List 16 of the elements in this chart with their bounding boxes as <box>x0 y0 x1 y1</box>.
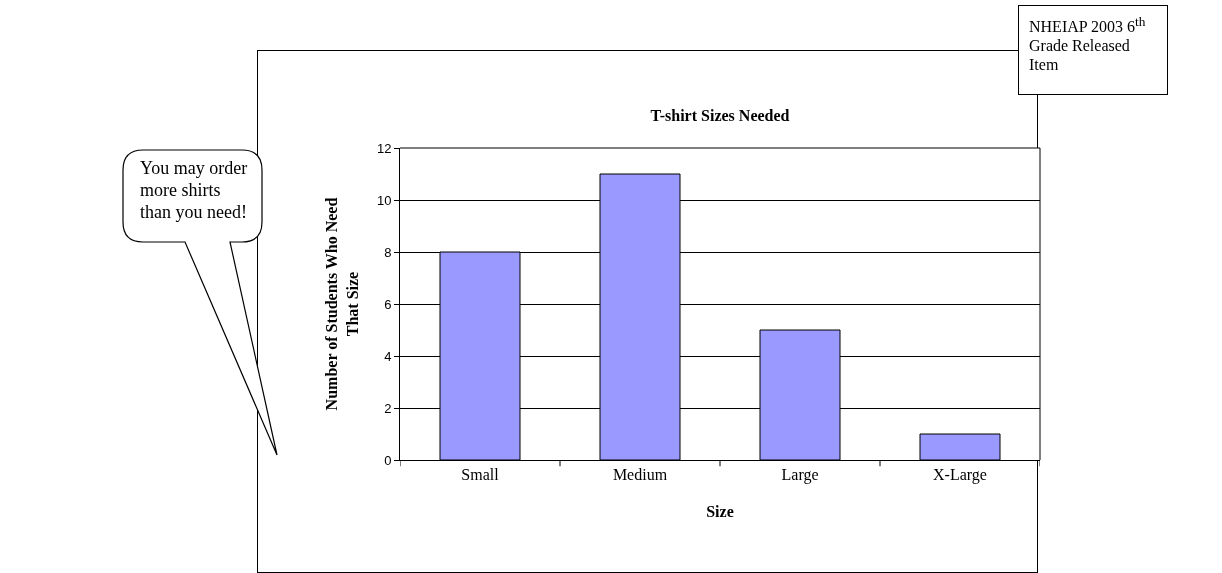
y-tick-label: 10 <box>376 192 392 208</box>
y-tick-label: 0 <box>384 452 392 468</box>
x-axis-title: Size <box>706 502 734 520</box>
text: NHEIAP 2003 6$^{th}$ Grade Released Item <box>1018 5 1168 95</box>
x-tick-label: Medium <box>612 466 668 484</box>
y-tick-label: 2 <box>384 400 392 416</box>
x-tick-label: Large <box>781 466 819 485</box>
y-tick-label: 4 <box>384 348 392 364</box>
x-tick-label: Small <box>461 466 500 484</box>
text: You may order more shirts than you need! <box>140 157 248 223</box>
x-tick-label: X-Large <box>933 466 987 485</box>
y-tick-label: 12 <box>376 140 392 156</box>
y-tick-label: 8 <box>384 244 392 260</box>
y-tick-label: 6 <box>384 296 392 312</box>
y-axis-title: Number of Students Who Need That Size <box>323 197 361 411</box>
chart-title: T-shirt Sizes Needed <box>650 106 790 124</box>
